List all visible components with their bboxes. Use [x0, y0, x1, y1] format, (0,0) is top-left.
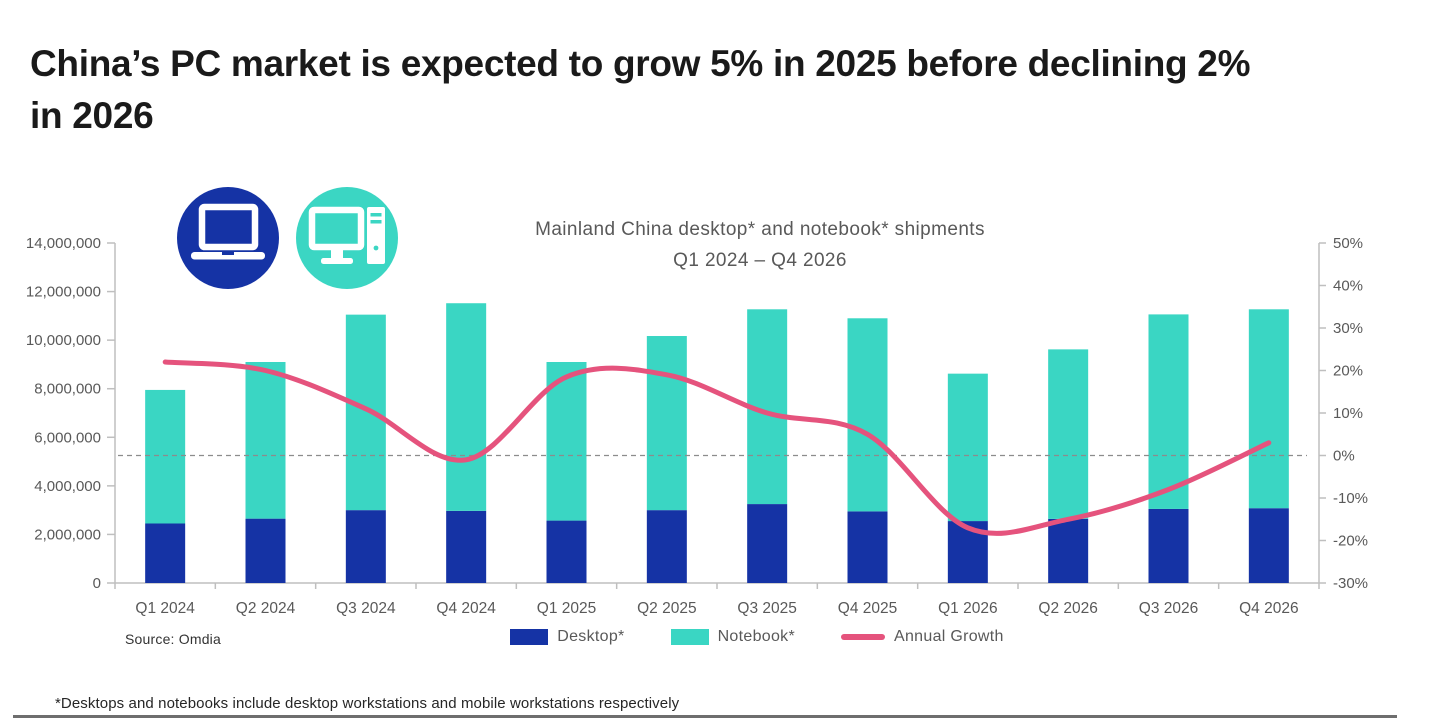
legend-label-notebook: Notebook*	[717, 628, 795, 645]
annual-growth-line	[162, 359, 1272, 536]
bar-desktop-5	[646, 510, 687, 583]
bar-notebook-8	[947, 373, 988, 522]
x-axis-label: Q1 2024	[135, 600, 195, 617]
desktop-swatch	[510, 629, 549, 645]
bar-notebook-4	[546, 362, 587, 521]
bar-notebook-3	[446, 303, 487, 511]
bar-desktop-3	[446, 510, 487, 583]
x-axis-label: Q3 2026	[1139, 600, 1198, 617]
bar-notebook-2	[345, 314, 386, 511]
laptop-icon	[191, 203, 265, 260]
page-title-line1: China’s PC market is expected to grow 5%…	[30, 43, 1251, 84]
legend-label-annual-growth: Annual Growth	[894, 628, 1004, 645]
left-axis-label: 0	[93, 575, 101, 592]
bar-desktop-6	[747, 504, 788, 583]
bar-notebook-11	[1248, 309, 1289, 509]
page-title: China’s PC market is expected to grow 5%…	[30, 38, 1420, 142]
source-label: Source: Omdia	[125, 631, 221, 647]
bar-desktop-7	[847, 511, 888, 583]
right-axis-label: 30%	[1333, 320, 1363, 337]
bar-desktop-2	[345, 510, 386, 583]
bar-notebook-1	[245, 362, 286, 519]
laptop-badge	[176, 186, 280, 290]
x-axis-label: Q2 2026	[1038, 600, 1097, 617]
left-axis-label: 2,000,000	[34, 526, 101, 543]
x-axis-label: Q2 2025	[637, 600, 696, 617]
x-axis-label: Q4 2025	[838, 600, 897, 617]
bar-desktop-11	[1248, 508, 1289, 583]
right-axis-label: -10%	[1333, 490, 1368, 507]
bar-notebook-10	[1148, 314, 1189, 509]
left-axis-label: 6,000,000	[34, 429, 101, 446]
x-axis-label: Q1 2025	[537, 600, 596, 617]
bar-notebook-0	[145, 389, 186, 524]
chart-title-line1: Mainland China desktop* and notebook* sh…	[535, 219, 985, 240]
bar-notebook-9	[1048, 349, 1089, 519]
right-axis-label: 40%	[1333, 278, 1363, 295]
legend-label-desktop: Desktop*	[557, 628, 625, 645]
page-title-line2: in 2026	[30, 94, 154, 136]
chart-legend: Desktop* Notebook* Annual Growth	[155, 628, 1359, 646]
legend-item-annual-growth: Annual Growth	[841, 628, 1004, 646]
left-axis-label: 8,000,000	[34, 381, 101, 398]
bar-notebook-6	[747, 309, 788, 505]
x-axis-label: Q4 2024	[436, 600, 496, 617]
legend-item-desktop: Desktop*	[510, 628, 624, 646]
x-axis-label: Q1 2026	[938, 600, 997, 617]
notebook-swatch	[670, 629, 709, 645]
footnote: *Desktops and notebooks include desktop …	[55, 695, 680, 712]
x-axis-label: Q3 2024	[336, 600, 396, 617]
bottom-divider	[13, 715, 1397, 718]
annual-growth-swatch	[841, 634, 885, 640]
bar-desktop-8	[947, 521, 988, 583]
bar-notebook-5	[646, 336, 687, 511]
right-axis-label: 10%	[1333, 405, 1363, 422]
left-axis-label: 10,000,000	[26, 332, 101, 349]
x-axis-label: Q3 2025	[737, 600, 796, 617]
bar-desktop-9	[1048, 518, 1089, 583]
bar-desktop-10	[1148, 508, 1189, 583]
bar-desktop-4	[546, 520, 587, 583]
bar-notebook-7	[847, 318, 888, 512]
chart-title-line2: Q1 2024 – Q4 2026	[673, 250, 847, 271]
right-axis-label: 20%	[1333, 363, 1363, 380]
desktop-pc-icon	[308, 206, 385, 264]
legend-item-notebook: Notebook*	[670, 628, 795, 646]
x-axis-label: Q4 2026	[1239, 600, 1298, 617]
left-axis-label: 4,000,000	[34, 478, 101, 495]
bar-desktop-1	[245, 518, 286, 583]
desktop-badge	[295, 186, 399, 290]
bar-desktop-0	[145, 523, 186, 583]
left-axis-label: 12,000,000	[26, 284, 101, 301]
x-axis-label: Q2 2024	[236, 600, 296, 617]
right-axis-label: -20%	[1333, 533, 1368, 550]
left-axis-label: 14,000,000	[26, 235, 101, 252]
right-axis-label: -30%	[1333, 575, 1368, 592]
chart-title: Mainland China desktop* and notebook* sh…	[430, 214, 1090, 276]
right-axis-label: 50%	[1333, 235, 1363, 252]
right-axis-label: 0%	[1333, 448, 1355, 465]
laptop-badge-circle	[177, 187, 279, 289]
